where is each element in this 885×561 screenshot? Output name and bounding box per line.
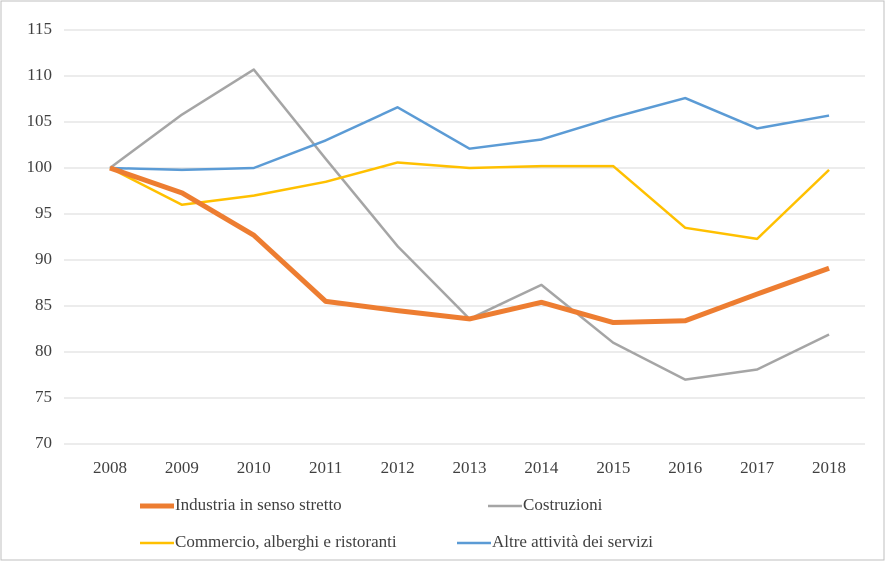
y-tick-label: 90 — [35, 249, 52, 268]
data-line — [109, 96, 830, 172]
x-tick-label: 2017 — [740, 458, 775, 477]
y-tick-label: 80 — [35, 341, 52, 360]
x-tick-label: 2013 — [453, 458, 487, 477]
x-tick-label: 2011 — [309, 458, 342, 477]
legend-label: Altre attività dei servizi — [492, 532, 653, 551]
x-tick-label: 2014 — [524, 458, 559, 477]
y-tick-label: 115 — [27, 19, 52, 38]
y-tick-label: 85 — [35, 295, 52, 314]
x-tick-label: 2018 — [812, 458, 846, 477]
y-tick-label: 100 — [27, 157, 53, 176]
y-tick-label: 105 — [27, 111, 53, 130]
y-tick-label: 95 — [35, 203, 52, 222]
x-tick-label: 2012 — [381, 458, 415, 477]
x-tick-label: 2015 — [596, 458, 630, 477]
data-line — [109, 161, 830, 241]
y-tick-label: 75 — [35, 387, 52, 406]
x-tick-label: 2010 — [237, 458, 271, 477]
x-tick-label: 2008 — [93, 458, 127, 477]
legend-label: Costruzioni — [523, 495, 603, 514]
y-tick-label: 70 — [35, 433, 52, 452]
legend-label: Industria in senso stretto — [175, 495, 342, 514]
x-tick-label: 2009 — [165, 458, 199, 477]
data-line — [109, 165, 830, 326]
legend-label: Commercio, alberghi e ristoranti — [175, 532, 397, 551]
x-tick-label: 2016 — [668, 458, 702, 477]
y-tick-label: 110 — [27, 65, 52, 84]
